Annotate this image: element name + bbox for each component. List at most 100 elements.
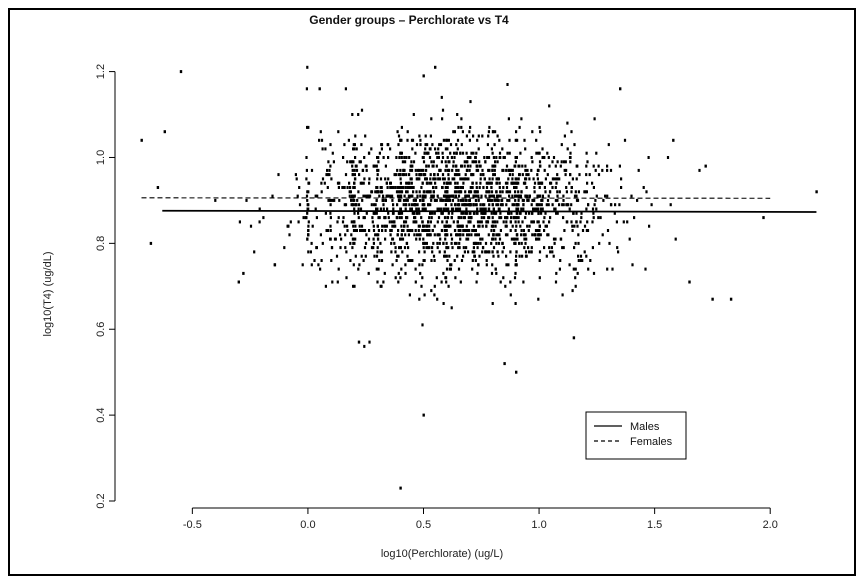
data-point xyxy=(391,220,394,224)
data-point xyxy=(398,156,401,159)
data-point xyxy=(491,302,494,305)
data-point xyxy=(365,211,368,215)
data-point xyxy=(372,237,375,241)
data-point xyxy=(586,229,590,232)
data-point xyxy=(530,203,533,207)
data-point xyxy=(461,130,464,134)
data-point xyxy=(421,198,424,202)
data-point xyxy=(289,220,292,224)
data-point xyxy=(466,156,469,159)
data-point xyxy=(515,370,518,374)
data-point xyxy=(434,181,437,185)
data-point xyxy=(497,241,501,245)
data-point xyxy=(556,177,559,181)
data-point xyxy=(451,194,454,198)
data-point xyxy=(465,151,468,155)
data-point xyxy=(422,237,425,241)
data-point xyxy=(486,250,489,254)
data-point xyxy=(325,229,328,232)
data-point xyxy=(380,259,384,262)
data-point xyxy=(453,190,457,194)
data-point xyxy=(523,237,526,241)
data-point xyxy=(571,177,574,181)
data-point xyxy=(511,203,514,207)
data-point xyxy=(319,233,322,237)
data-point xyxy=(517,203,520,207)
data-point xyxy=(444,186,447,189)
data-point xyxy=(423,224,426,228)
data-point xyxy=(320,259,323,262)
data-point xyxy=(360,224,364,228)
data-point xyxy=(526,198,529,202)
data-point xyxy=(408,156,411,159)
data-point xyxy=(544,211,547,215)
data-point xyxy=(556,194,559,198)
data-point xyxy=(507,117,510,121)
data-point xyxy=(589,259,592,262)
data-point xyxy=(461,203,464,207)
data-point xyxy=(406,224,409,228)
data-point xyxy=(385,224,388,228)
data-point xyxy=(407,194,410,198)
data-point xyxy=(513,276,517,280)
data-point xyxy=(517,181,520,185)
data-point xyxy=(372,224,375,228)
data-point xyxy=(516,138,519,142)
data-point xyxy=(350,220,353,224)
data-point xyxy=(517,207,520,211)
data-point xyxy=(606,267,609,271)
data-point xyxy=(399,198,402,202)
data-point xyxy=(433,233,436,237)
data-point xyxy=(549,216,552,220)
data-point xyxy=(594,168,597,172)
data-point xyxy=(389,233,392,237)
data-point xyxy=(344,173,348,177)
data-point xyxy=(418,237,421,241)
data-point xyxy=(403,224,406,228)
data-point xyxy=(449,143,453,147)
data-point xyxy=(445,246,448,250)
data-point xyxy=(368,340,371,344)
data-point xyxy=(597,164,600,168)
data-point xyxy=(422,168,425,172)
data-point xyxy=(447,211,450,215)
data-point xyxy=(451,168,454,172)
data-point xyxy=(444,147,447,151)
data-point xyxy=(453,156,456,159)
data-point xyxy=(550,181,553,185)
data-point xyxy=(491,263,494,267)
data-point xyxy=(504,216,507,220)
data-point xyxy=(374,190,377,194)
data-point xyxy=(499,194,502,198)
data-point xyxy=(462,181,465,185)
data-point xyxy=(445,164,448,168)
data-point xyxy=(460,216,463,220)
data-point xyxy=(380,147,383,151)
data-point xyxy=(458,207,462,211)
data-point xyxy=(475,160,478,164)
data-point xyxy=(515,224,518,228)
data-point xyxy=(495,233,498,237)
data-point xyxy=(410,138,414,142)
data-point xyxy=(493,198,496,202)
data-point xyxy=(815,190,818,194)
data-point xyxy=(622,220,625,224)
data-point xyxy=(451,211,454,215)
data-point xyxy=(395,216,398,220)
data-point xyxy=(465,160,468,164)
data-point xyxy=(395,190,399,194)
data-point xyxy=(503,362,506,366)
data-point xyxy=(487,207,490,211)
data-point xyxy=(406,130,409,134)
data-point xyxy=(534,229,538,232)
data-point xyxy=(382,280,385,284)
data-point xyxy=(438,233,441,237)
data-point xyxy=(493,229,496,232)
data-point xyxy=(577,233,580,237)
data-point xyxy=(577,254,580,258)
data-point xyxy=(490,229,493,232)
data-point xyxy=(348,181,351,185)
x-tick-label: 0.5 xyxy=(416,519,431,531)
data-point xyxy=(464,194,467,198)
data-point xyxy=(491,168,494,172)
